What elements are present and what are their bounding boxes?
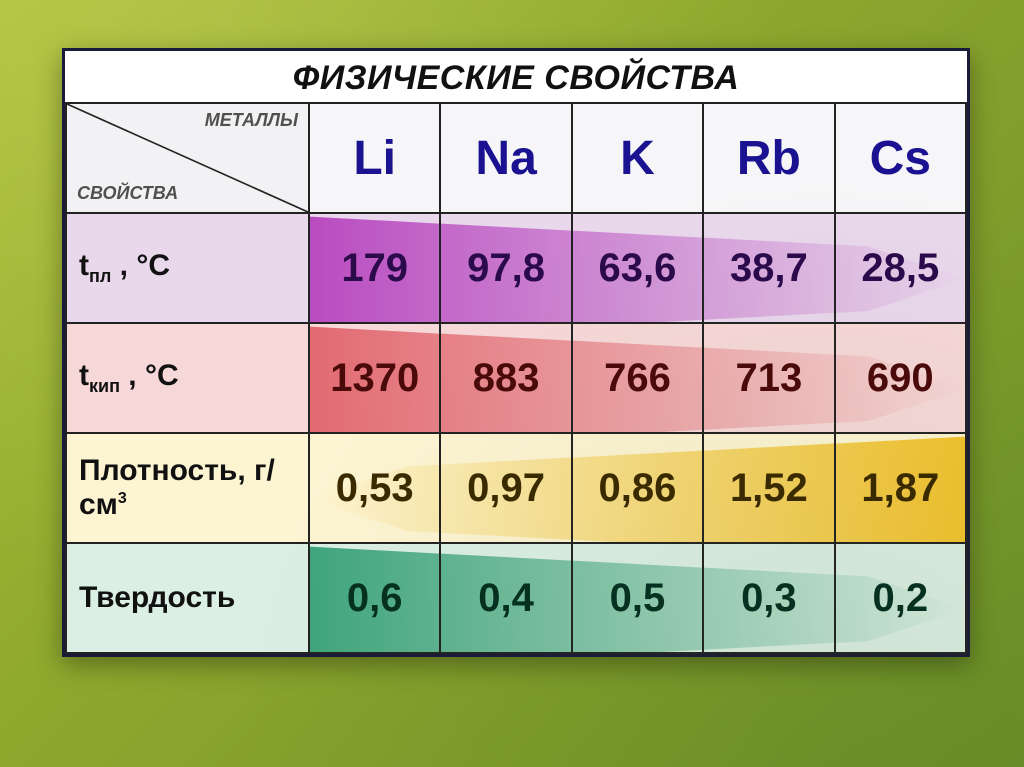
- cell-value: 63,6: [599, 246, 677, 290]
- metal-header-k: K: [572, 103, 703, 213]
- cell-value: 690: [867, 356, 934, 400]
- cell-value: 0,86: [599, 466, 677, 510]
- table-cell: 766: [572, 323, 703, 433]
- cell-value: 0,3: [741, 576, 797, 620]
- table-cell: 0,5: [572, 543, 703, 653]
- table-cell: 63,6: [572, 213, 703, 323]
- cell-value: 0,97: [467, 466, 545, 510]
- cell-value: 28,5: [861, 246, 939, 290]
- metal-header-li: Li: [309, 103, 440, 213]
- table-cell: 0,53: [309, 433, 440, 543]
- cell-value: 766: [604, 356, 671, 400]
- cell-value: 38,7: [730, 246, 808, 290]
- cell-value: 713: [735, 356, 802, 400]
- cell-value: 0,4: [478, 576, 534, 620]
- table-cell: 1370: [309, 323, 440, 433]
- table-cell: 0,4: [440, 543, 571, 653]
- property-label: tкип , °C: [66, 323, 309, 433]
- table-cell: 38,7: [703, 213, 834, 323]
- cell-value: 0,6: [347, 576, 403, 620]
- property-label: tпл , °C: [66, 213, 309, 323]
- properties-table-panel: ФИЗИЧЕСКИЕ СВОЙСТВА МЕТАЛЛЫ СВОЙСТВА LiNaK…: [62, 48, 970, 657]
- header-corner: МЕТАЛЛЫ СВОЙСТВА: [66, 103, 309, 213]
- cell-value: 97,8: [467, 246, 545, 290]
- table-cell: 690: [835, 323, 966, 433]
- cell-value: 0,2: [872, 576, 928, 620]
- table-cell: 0,3: [703, 543, 834, 653]
- properties-table: МЕТАЛЛЫ СВОЙСТВА LiNaKRbCs tпл , °C 179 97,8 6…: [65, 102, 967, 654]
- header-properties-label: СВОЙСТВА: [77, 183, 178, 204]
- cell-value: 1,87: [861, 466, 939, 510]
- table-cell: 1,52: [703, 433, 834, 543]
- property-label: Твердость: [66, 543, 309, 653]
- table-title: ФИЗИЧЕСКИЕ СВОЙСТВА: [65, 51, 967, 102]
- cell-value: 179: [341, 246, 408, 290]
- cell-value: 0,5: [610, 576, 666, 620]
- table-cell: 0,2: [835, 543, 966, 653]
- table-cell: 0,86: [572, 433, 703, 543]
- metal-header-rb: Rb: [703, 103, 834, 213]
- header-metals-label: МЕТАЛЛЫ: [205, 110, 298, 131]
- table-cell: 0,97: [440, 433, 571, 543]
- property-label: Плотность, г/см3: [66, 433, 309, 543]
- table-cell: 97,8: [440, 213, 571, 323]
- metal-header-cs: Cs: [835, 103, 966, 213]
- cell-value: 1,52: [730, 466, 808, 510]
- metal-header-na: Na: [440, 103, 571, 213]
- table-cell: 179: [309, 213, 440, 323]
- table-cell: 1,87: [835, 433, 966, 543]
- table-cell: 0,6: [309, 543, 440, 653]
- table-cell: 713: [703, 323, 834, 433]
- table-cell: 28,5: [835, 213, 966, 323]
- cell-value: 883: [473, 356, 540, 400]
- cell-value: 1370: [330, 356, 419, 400]
- cell-value: 0,53: [336, 466, 414, 510]
- table-cell: 883: [440, 323, 571, 433]
